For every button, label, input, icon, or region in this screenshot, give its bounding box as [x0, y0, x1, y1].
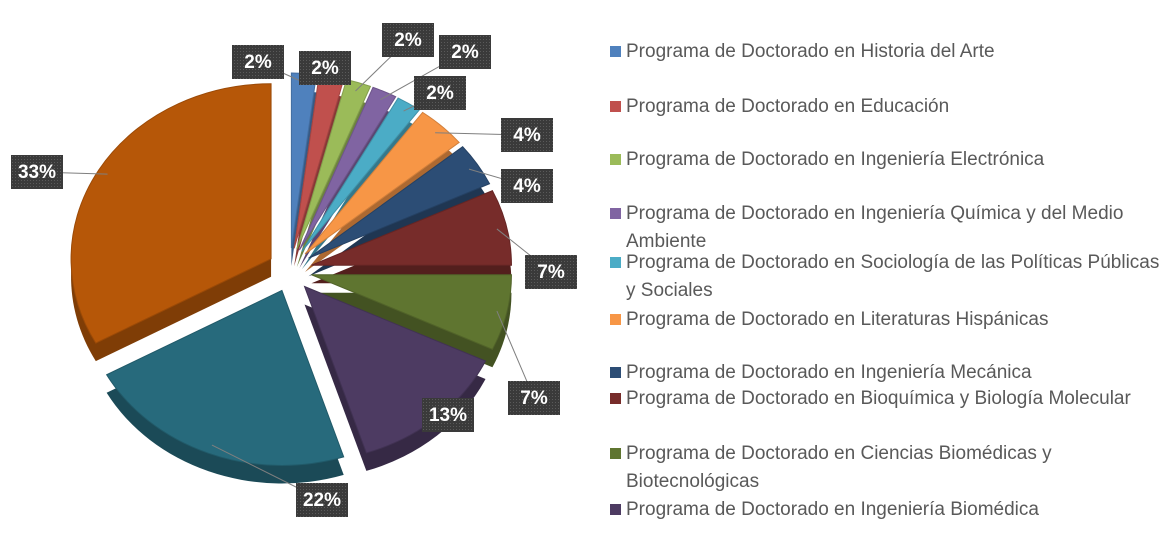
value-label: 2% — [244, 52, 272, 73]
slice — [308, 146, 491, 259]
legend-swatch — [610, 367, 621, 378]
legend-label: Programa de Doctorado en Literaturas His… — [626, 309, 1049, 330]
value-label-box — [414, 76, 466, 110]
legend-label: Programa de Doctorado en Ingeniería Elec… — [626, 149, 1045, 170]
value-label: 2% — [394, 30, 422, 51]
value-label: 22% — [303, 490, 341, 511]
legend-swatch — [610, 101, 621, 112]
value-label-box — [299, 51, 351, 85]
value-label-box — [232, 45, 284, 79]
chart: 2% 2% 2% 2% 2% 4% 4% 7% 7% 13% 22% 33% — [11, 23, 577, 517]
value-label-box — [508, 381, 560, 415]
legend-item: Programa de Doctorado en Ciencias Bioméd… — [610, 440, 1165, 496]
slice — [311, 190, 512, 266]
value-label: 7% — [520, 388, 548, 409]
legend-label: Programa de Doctorado en Ciencias Bioméd… — [626, 443, 1052, 492]
value-label-box — [439, 35, 491, 69]
legend-item: Programa de Doctorado en Ingeniería Elec… — [610, 146, 1165, 174]
value-label: 33% — [18, 162, 56, 183]
value-label: 4% — [513, 176, 541, 197]
value-label-box — [382, 23, 434, 57]
value-label-box — [296, 483, 348, 517]
legend-swatch — [610, 154, 621, 165]
legend-swatch — [610, 46, 621, 57]
legend-swatch — [610, 314, 621, 325]
legend-item: Programa de Doctorado en Bioquímica y Bi… — [610, 385, 1165, 413]
value-label-box — [501, 118, 553, 152]
legend-item: Programa de Doctorado en Ingeniería Mecá… — [610, 359, 1165, 387]
legend-item: Programa de Doctorado en Educación — [610, 93, 1165, 121]
legend-label: Programa de Doctorado en Ingeniería Quím… — [626, 203, 1124, 252]
legend-label: Programa de Doctorado en Ingeniería Mecá… — [626, 362, 1032, 383]
legend-label: Programa de Doctorado en Historia del Ar… — [626, 41, 995, 62]
value-label: 13% — [429, 405, 467, 426]
legend-item: Programa de Doctorado en Ingeniería Biom… — [610, 496, 1165, 524]
legend-swatch — [610, 393, 621, 404]
legend-label: Programa de Doctorado en Sociología de l… — [626, 252, 1160, 301]
legend-swatch — [610, 257, 621, 268]
value-label-box — [422, 398, 474, 432]
slice — [70, 83, 272, 344]
legend-label: Programa de Doctorado en Bioquímica y Bi… — [626, 388, 1131, 409]
value-label: 2% — [451, 42, 479, 63]
value-label: 4% — [513, 125, 541, 146]
legend-swatch — [610, 208, 621, 219]
value-label-box — [501, 169, 553, 203]
value-label: 7% — [537, 262, 565, 283]
value-label-box — [11, 155, 63, 189]
slice — [105, 289, 345, 466]
legend-swatch — [610, 448, 621, 459]
value-label-box — [525, 255, 577, 289]
slice — [304, 111, 460, 255]
slice — [311, 274, 512, 350]
legend-item: Programa de Doctorado en Sociología de l… — [610, 249, 1165, 305]
legend-item: Programa de Doctorado en Historia del Ar… — [610, 38, 1165, 66]
legend-label: Programa de Doctorado en Educación — [626, 96, 950, 117]
legend-item: Programa de Doctorado en Literaturas His… — [610, 306, 1165, 334]
legend-label: Programa de Doctorado en Ingeniería Biom… — [626, 499, 1039, 520]
legend-swatch — [610, 504, 621, 515]
slice — [298, 86, 397, 251]
value-label: 2% — [311, 58, 339, 79]
value-label: 2% — [426, 83, 454, 104]
legend-item: Programa de Doctorado en Ingeniería Quím… — [610, 200, 1165, 256]
